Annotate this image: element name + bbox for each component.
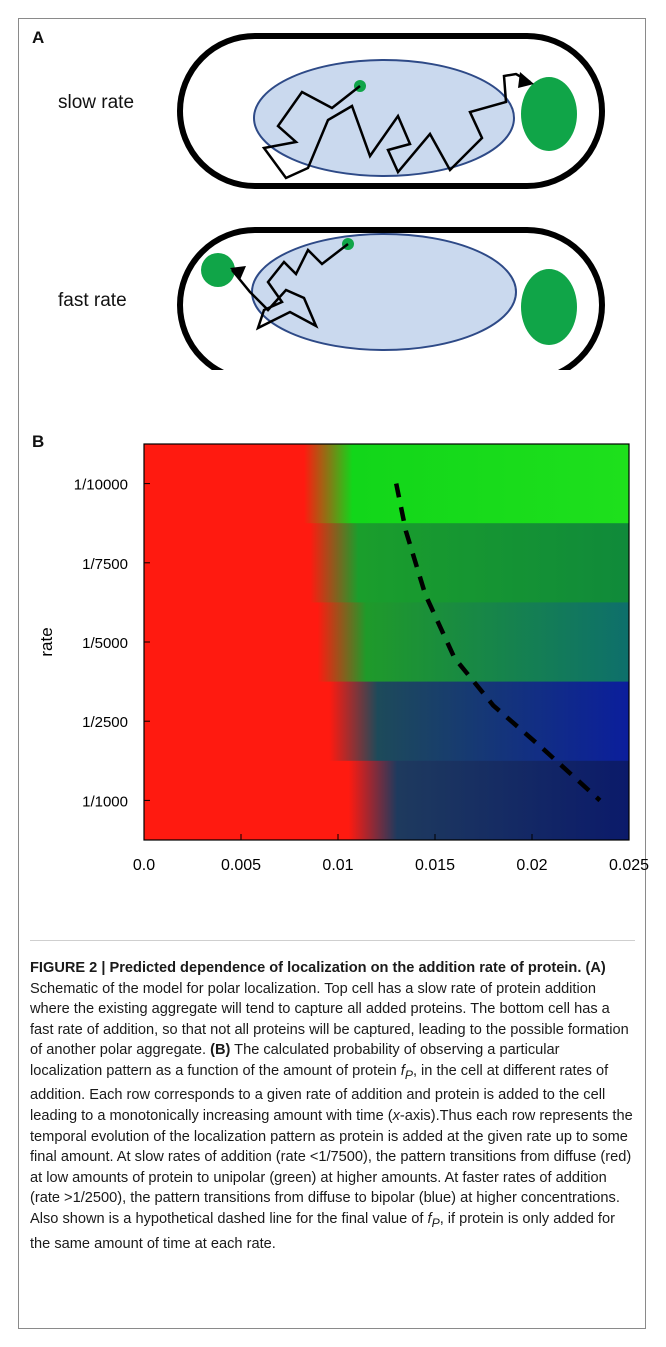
y-tick-label: 1/5000: [82, 635, 128, 652]
heatmap-row-1-1000: [144, 760, 629, 841]
top-walk-arrowhead: [518, 72, 534, 88]
fast-rate-label: fast rate: [58, 290, 127, 311]
x-tick-label: 0.005: [221, 857, 261, 874]
caption-x-axis: x: [392, 1108, 400, 1125]
figure-frame: [18, 18, 646, 1329]
x-tick-label: 0.01: [322, 857, 353, 874]
bottom-polar-aggregate: [521, 269, 577, 345]
slow-rate-label: slow rate: [58, 92, 135, 113]
bottom-nucleoid: [251, 233, 517, 351]
top-random-walk: [261, 72, 531, 180]
panel-b-letter: B: [32, 432, 45, 451]
bottom-walk-arrowhead: [230, 266, 246, 280]
x-tick-label: 0.0: [133, 857, 155, 874]
caption-separator: [30, 940, 635, 941]
heatmap-row-1-2500: [144, 681, 629, 762]
y-tick-label: 1/10000: [74, 477, 128, 494]
caption-fp: f: [400, 1062, 405, 1079]
dashed-final-fp-line: [393, 483, 602, 803]
heatmap-row-1-5000: [144, 602, 629, 683]
x-tick-label: 0.015: [415, 857, 455, 874]
top-cell: [177, 33, 605, 189]
heatmap-row-1-7500: [144, 523, 629, 603]
bottom-random-walk: [231, 243, 349, 331]
caption-text-b2: , in the cell at different rates of addi…: [30, 1062, 609, 1125]
x-tick-label: 0.02: [516, 857, 547, 874]
y-axis-label: rate: [37, 627, 56, 656]
caption-text-b3: -axis).Thus each row represents the temp…: [30, 1108, 633, 1228]
heatmap-chart: 1/10000 1/7500 1/5000 1/2500 1/1000 0.0 0.005…: [37, 443, 649, 874]
figure-caption: FIGURE 2 | Predicted dependence of local…: [30, 958, 635, 1254]
caption-ref-a: (A): [585, 960, 606, 976]
caption-fp-2: f: [427, 1211, 432, 1228]
caption-ref-b: (B): [210, 1042, 231, 1059]
heatmap-row-1-10000: [144, 444, 629, 524]
caption-fp-sub-2: P: [431, 1215, 440, 1230]
caption-fp-sub: P: [404, 1067, 413, 1082]
caption-text-b4: , if protein is only added for the same …: [30, 1211, 615, 1252]
y-tick-label: 1/1000: [82, 793, 128, 810]
panel-a-schematic: [177, 33, 605, 370]
caption-text-a: Schematic of the model for polar localiz…: [30, 980, 629, 1059]
y-tick-label: 1/7500: [82, 556, 128, 573]
top-nucleoid: [253, 59, 515, 177]
y-tick-label: 1/2500: [82, 714, 128, 731]
caption-lead: FIGURE 2 | Predicted dependence of local…: [30, 960, 582, 976]
x-tick-label: 0.025: [609, 857, 649, 874]
panel-a-letter: A: [32, 28, 45, 47]
top-polar-aggregate: [521, 77, 577, 151]
caption-text-b1: The calculated probability of observing …: [30, 1042, 560, 1079]
bottom-cell: [177, 227, 605, 370]
bottom-new-aggregate: [201, 253, 235, 287]
